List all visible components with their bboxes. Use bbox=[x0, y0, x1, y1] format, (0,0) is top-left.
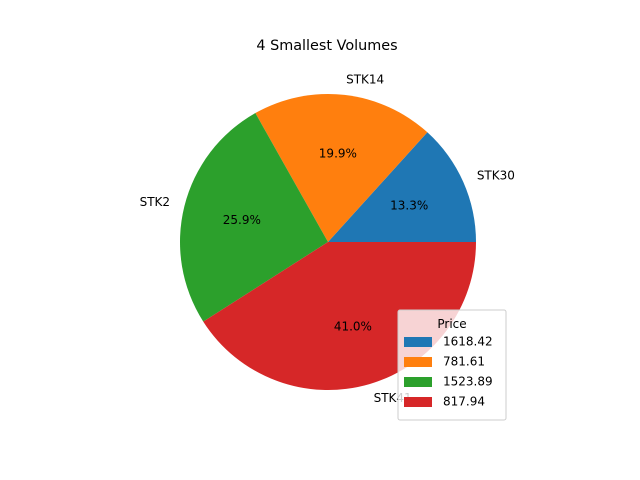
legend: Price 1618.42 781.61 1523.89 817.94 bbox=[397, 309, 507, 421]
legend-swatch bbox=[404, 337, 432, 347]
slice-label-stk30: STK30 bbox=[477, 169, 515, 183]
legend-label: 1618.42 bbox=[443, 335, 493, 349]
legend-title: Price bbox=[437, 317, 466, 331]
legend-label: 781.61 bbox=[443, 355, 485, 369]
slice-label-stk14: STK14 bbox=[346, 73, 384, 87]
percent-label-stk30: 13.3% bbox=[390, 199, 428, 213]
pie-slice-stk2 bbox=[180, 113, 328, 322]
slice-label-stk2: STK2 bbox=[140, 195, 170, 209]
legend-label: 817.94 bbox=[443, 395, 485, 409]
chart-title: 4 Smallest Volumes bbox=[256, 38, 397, 54]
percent-label-stk14: 19.9% bbox=[319, 146, 357, 160]
pie-slice-stk14 bbox=[255, 94, 428, 242]
legend-entries: 1618.42 781.61 1523.89 817.94 bbox=[404, 335, 493, 409]
legend-label: 1523.89 bbox=[443, 375, 493, 389]
legend-swatch bbox=[404, 357, 432, 367]
legend-swatch bbox=[404, 397, 432, 407]
legend-swatch bbox=[404, 377, 432, 387]
percent-label-stk41: 41.0% bbox=[334, 320, 372, 334]
percent-label-stk2: 25.9% bbox=[223, 213, 261, 227]
pie-slice-stk30 bbox=[328, 132, 476, 242]
